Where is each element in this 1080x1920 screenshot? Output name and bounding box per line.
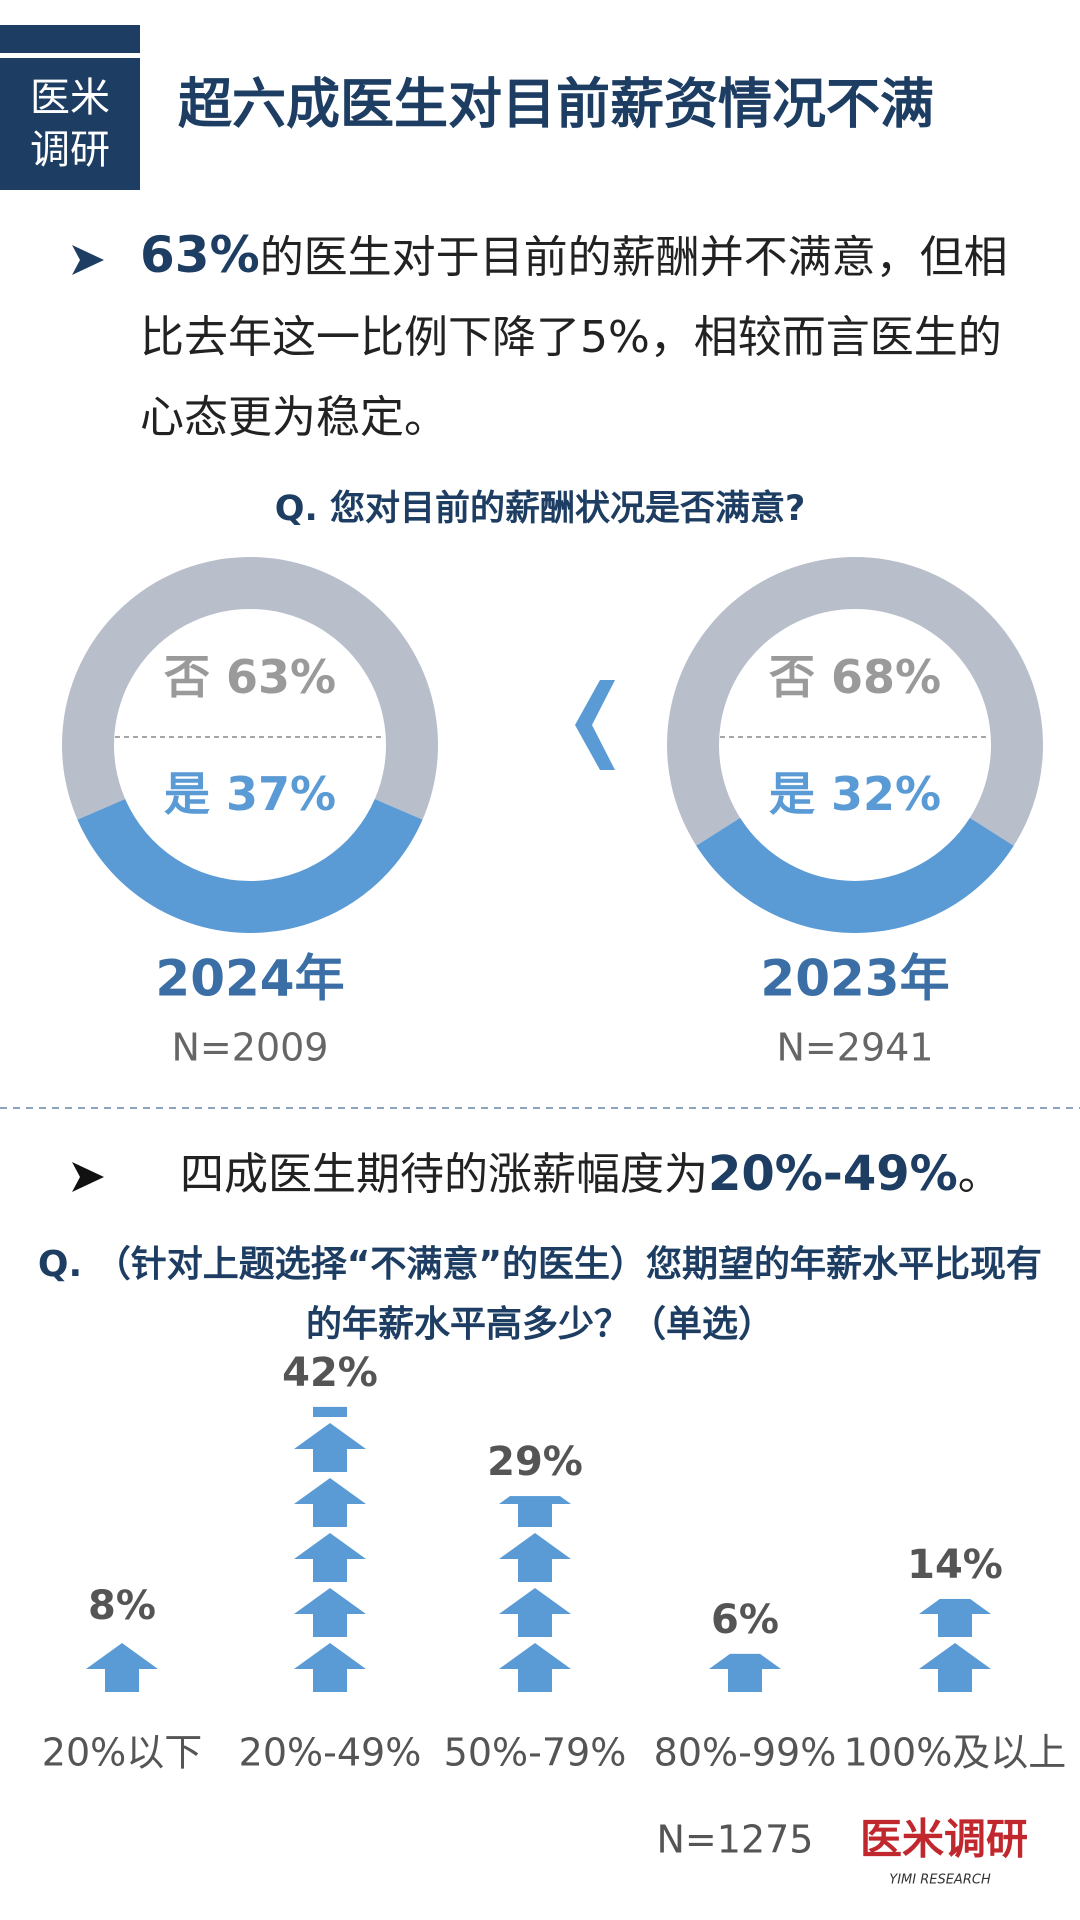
sample-size: N=2941 [777,1026,934,1070]
x-tick-label: 20%-49% [239,1731,422,1775]
legend-entry: 2024年 [155,950,344,1008]
donut-label: 否 63% [164,650,336,704]
bullet2-highlight: 20%-49% [708,1146,958,1202]
bar [499,1496,571,1695]
bar-group [294,1406,366,1695]
value-label: 68% [831,650,941,704]
bullet-arrow [72,1162,104,1192]
page-title: 超六成医生对目前薪资情况不满 [178,73,934,136]
bar-group [919,1598,991,1695]
logo-sub: YIMI RESEARCH [889,1873,991,1888]
donut-label: 是 32% [769,767,941,821]
donut-segment [667,556,1043,846]
x-tick-label: 100%及以上 [844,1731,1067,1775]
value-label: 14% [907,1542,1003,1588]
category-label: 否 [769,650,815,704]
logo: 医米调研 [860,1815,1028,1864]
badge [0,58,140,190]
legend-entry: 2023年 [760,950,949,1008]
value-label: 63% [226,650,336,704]
donut-segment [696,817,1014,933]
category-label: 否 [164,650,210,704]
value-label: 6% [711,1597,779,1643]
bar-group [709,1653,781,1695]
x-tick-label: 80%-99% [654,1731,837,1775]
badge-text: 医米 [30,75,110,121]
bar-group [499,1496,571,1695]
x-tick-label: 20%以下 [42,1731,202,1775]
bar-group [86,1640,158,1695]
category-label: 是 [164,767,210,821]
donut-label: 是 37% [164,767,336,821]
sample-size: N=2009 [172,1026,329,1070]
bar [919,1598,991,1695]
value-label: 42% [282,1350,378,1396]
chart-title: Q. （针对上题选择“不满意”的医生）您期望的年薪水平比现有的年薪水平高多少？（… [37,1244,1043,1345]
bullet1: 63%的医生对于目前的薪酬并不满意，但相比去年这一比例下降了5%，相较而言医生的… [140,215,1040,458]
value-label: 37% [226,767,336,821]
bullet2-text: 四成医生期待的涨薪幅度为 [180,1149,708,1200]
chart-title: Q. 您对目前的薪酬状况是否满意? [275,489,806,529]
donut-segment [77,799,423,933]
bullet1-highlight: 63% [140,226,260,284]
donut-segment [62,557,439,820]
bullet1-text: 的医生对于目前的薪酬并不满意，但相比去年这一比例下降了5%，相较而言医生的心态更… [140,232,1008,443]
x-tick-label: 50%-79% [444,1731,627,1775]
bar [294,1406,366,1695]
bullet2: 四成医生期待的涨薪幅度为20%-49%。 [180,1146,1002,1202]
sample-size: N=1275 [657,1818,814,1862]
compare-chevron [575,680,615,770]
bullet-arrow [72,245,104,275]
category-label: 是 [769,767,815,821]
badge-text: 调研 [30,127,110,173]
value-label: 8% [88,1583,156,1629]
value-label: 32% [831,767,941,821]
donut-label: 否 68% [769,650,941,704]
value-label: 29% [487,1439,583,1485]
bullet2-end: 。 [958,1149,1002,1200]
badge-stripe [0,25,140,53]
bar [709,1653,781,1695]
bar [86,1640,158,1695]
